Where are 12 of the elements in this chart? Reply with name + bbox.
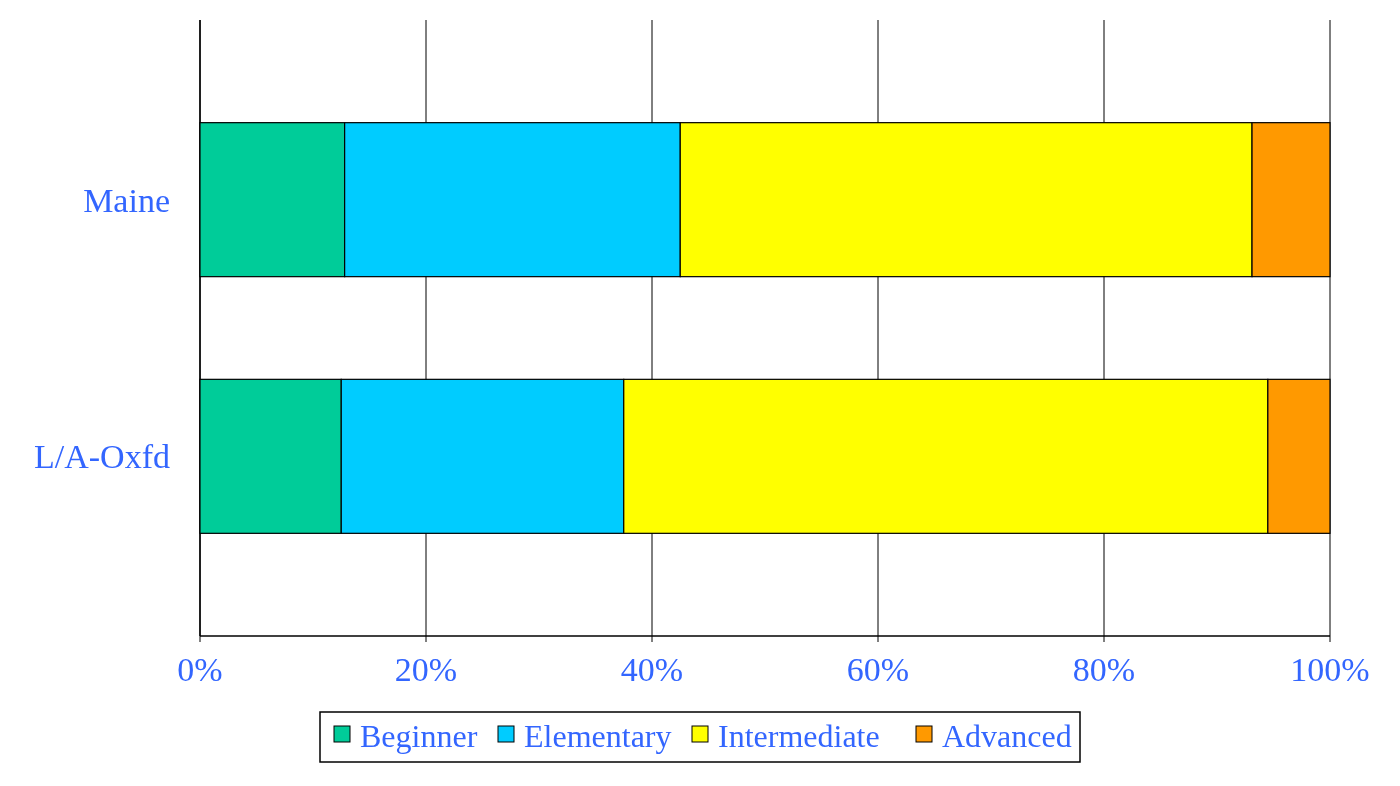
x-tick-label: 80% [1072,651,1136,688]
legend-label: Beginner [360,718,478,755]
legend-label: Intermediate [718,718,880,755]
x-tick-label: 100% [1290,651,1370,688]
x-tick-label: 60% [846,651,910,688]
x-tick-label: 20% [394,651,458,688]
x-tick-label: 0% [177,651,223,688]
y-tick-label: Maine [83,181,170,219]
legend-label: Advanced [942,718,1072,755]
legend-label: Elementary [524,718,672,755]
x-tick-label: 40% [620,651,684,688]
y-tick-label: L/A-Oxfd [34,438,170,476]
